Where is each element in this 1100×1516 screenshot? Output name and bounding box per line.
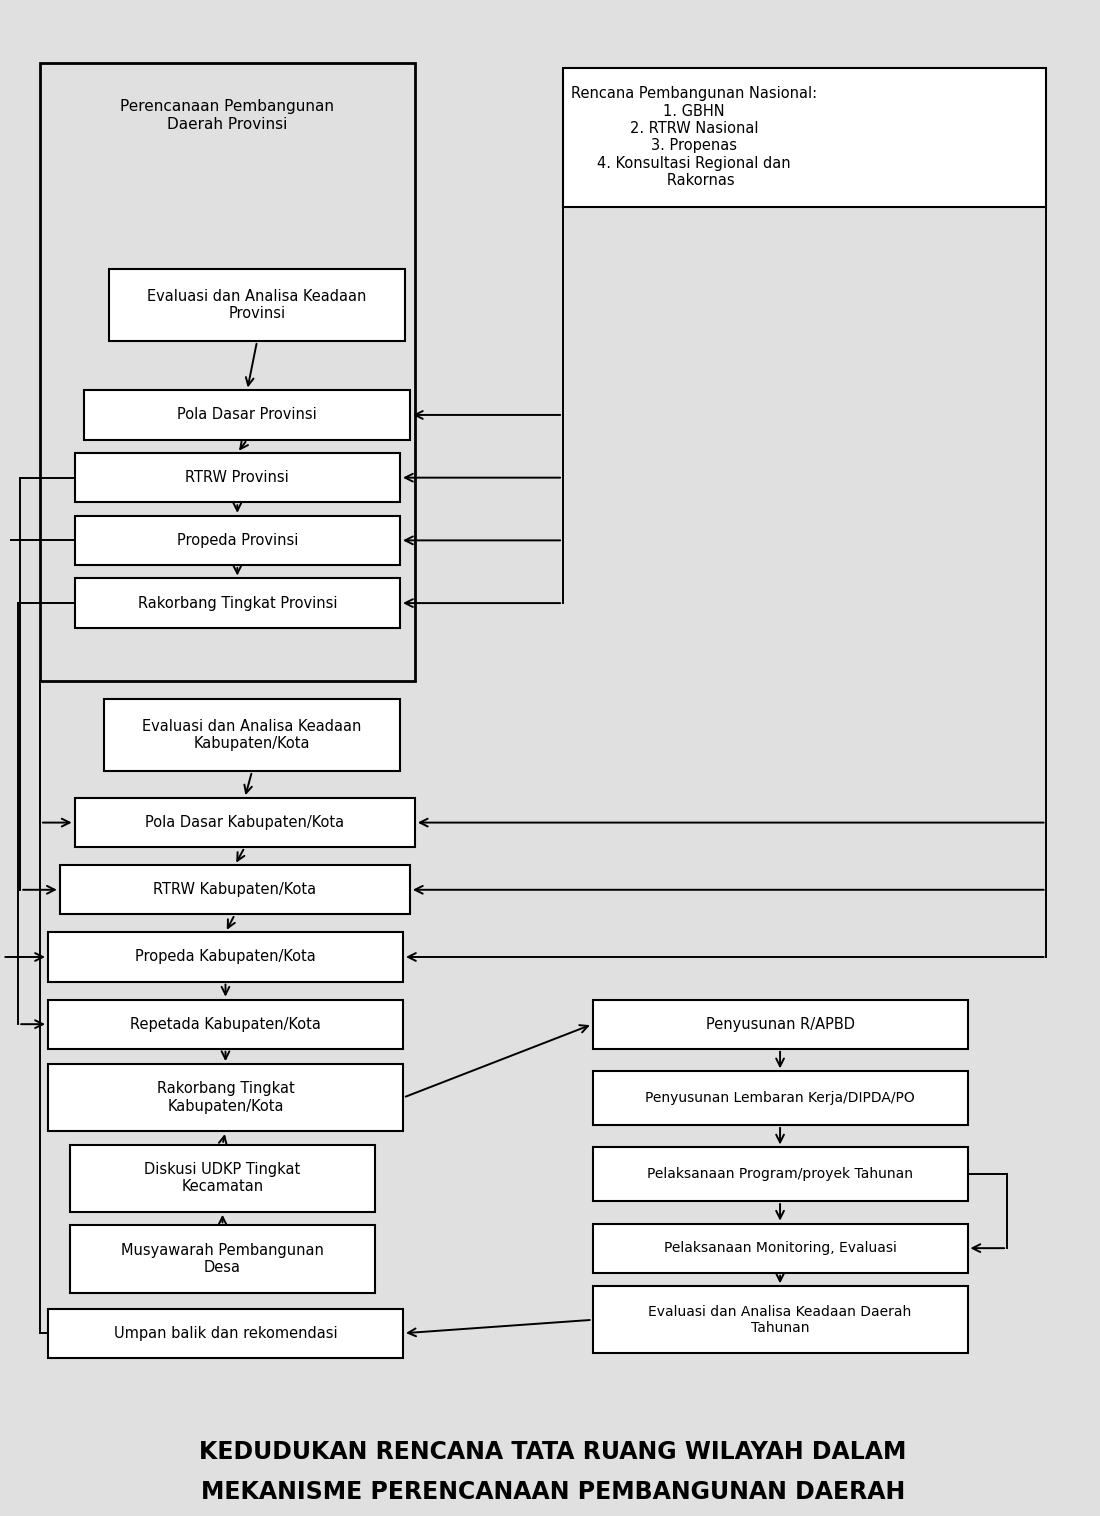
Text: Rakorbang Tingkat Provinsi: Rakorbang Tingkat Provinsi <box>138 596 337 611</box>
Bar <box>48 999 403 1049</box>
Text: Rencana Pembangunan Nasional:
1. GBHN
2. RTRW Nasional
3. Propenas
4. Konsultasi: Rencana Pembangunan Nasional: 1. GBHN 2.… <box>571 86 817 188</box>
Bar <box>593 1223 968 1273</box>
Text: Penyusunan Lembaran Kerja/DIPDA/PO: Penyusunan Lembaran Kerja/DIPDA/PO <box>646 1092 915 1105</box>
Bar <box>75 515 400 565</box>
Bar <box>593 999 968 1049</box>
Text: Evaluasi dan Analisa Keadaan Daerah
Tahunan: Evaluasi dan Analisa Keadaan Daerah Tahu… <box>648 1305 912 1336</box>
Text: RTRW Kabupaten/Kota: RTRW Kabupaten/Kota <box>153 882 317 897</box>
Bar <box>69 1145 375 1211</box>
Bar <box>109 270 405 341</box>
Text: Propeda Provinsi: Propeda Provinsi <box>177 534 298 547</box>
Bar <box>104 699 400 772</box>
Bar <box>593 1148 968 1201</box>
Text: KEDUDUKAN RENCANA TATA RUANG WILAYAH DALAM: KEDUDUKAN RENCANA TATA RUANG WILAYAH DAL… <box>199 1440 906 1464</box>
Text: Pelaksanaan Program/proyek Tahunan: Pelaksanaan Program/proyek Tahunan <box>647 1167 913 1181</box>
Bar <box>69 1225 375 1293</box>
Text: Pola Dasar Provinsi: Pola Dasar Provinsi <box>177 408 317 423</box>
Text: Propeda Kabupaten/Kota: Propeda Kabupaten/Kota <box>135 949 316 964</box>
Bar <box>75 579 400 628</box>
Bar <box>75 797 415 847</box>
Text: Evaluasi dan Analisa Keadaan
Provinsi: Evaluasi dan Analisa Keadaan Provinsi <box>147 290 366 321</box>
Text: MEKANISME PERENCANAAN PEMBANGUNAN DAERAH: MEKANISME PERENCANAAN PEMBANGUNAN DAERAH <box>201 1480 905 1504</box>
Text: Pola Dasar Kabupaten/Kota: Pola Dasar Kabupaten/Kota <box>145 816 344 831</box>
Text: Umpan balik dan rekomendasi: Umpan balik dan rekomendasi <box>113 1326 338 1340</box>
Bar <box>593 1286 968 1354</box>
Text: Pelaksanaan Monitoring, Evaluasi: Pelaksanaan Monitoring, Evaluasi <box>663 1242 896 1255</box>
Bar <box>48 932 403 982</box>
Bar <box>59 866 410 914</box>
Text: RTRW Provinsi: RTRW Provinsi <box>186 470 289 485</box>
Text: Diskusi UDKP Tingkat
Kecamatan: Diskusi UDKP Tingkat Kecamatan <box>144 1163 300 1195</box>
Text: Repetada Kabupaten/Kota: Repetada Kabupaten/Kota <box>130 1017 321 1032</box>
Bar <box>593 1072 968 1125</box>
Bar <box>563 68 1046 206</box>
Text: Penyusunan R/APBD: Penyusunan R/APBD <box>705 1017 855 1032</box>
Bar <box>85 390 410 440</box>
Bar <box>75 453 400 502</box>
Bar <box>48 1308 403 1358</box>
Bar <box>48 1064 403 1131</box>
Text: Musyawarah Pembangunan
Desa: Musyawarah Pembangunan Desa <box>121 1243 324 1275</box>
Text: Evaluasi dan Analisa Keadaan
Kabupaten/Kota: Evaluasi dan Analisa Keadaan Kabupaten/K… <box>142 719 362 752</box>
Bar <box>40 64 415 682</box>
Text: Perencanaan Pembangunan
Daerah Provinsi: Perencanaan Pembangunan Daerah Provinsi <box>121 99 334 132</box>
Text: Rakorbang Tingkat
Kabupaten/Kota: Rakorbang Tingkat Kabupaten/Kota <box>156 1081 295 1114</box>
